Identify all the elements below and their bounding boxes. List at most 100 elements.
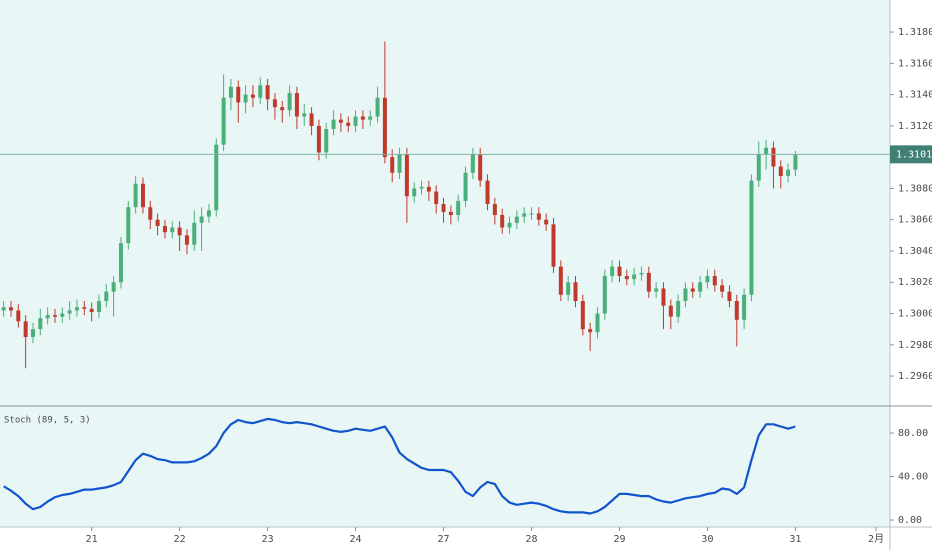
candle-body [419,186,424,189]
candle-body [698,282,703,292]
candle-body [74,307,79,311]
candle-body [639,272,644,275]
candle-body [617,266,622,276]
candle-body [272,99,277,108]
candle-body [30,329,35,337]
candle-body [23,321,28,337]
candle-body [786,169,791,176]
candle-body [624,275,629,280]
x-tick-label: 30 [701,534,713,545]
candle-body [404,154,409,197]
candle-body [646,272,651,292]
candle-body [683,288,688,302]
candle-body [529,213,534,215]
candle-body [764,147,769,155]
indicator-name: Stoch (89, 5, 3) [4,416,91,426]
candle-body [588,329,593,333]
candle-body [214,144,219,211]
candle-body [89,308,94,312]
candle-body [16,310,21,322]
y-tick-label: 1.30800 [898,183,932,194]
candle-body [412,188,417,197]
candle-body [368,116,373,120]
candle-body [1,307,6,311]
candle-body [551,224,556,267]
y-tick-label: 1.29600 [898,371,932,382]
x-tick-label: 28 [525,534,537,545]
candle-body [140,183,145,208]
candle-body [668,305,673,317]
candle-body [470,154,475,173]
candle-body [434,191,439,205]
candle-body [118,243,123,283]
candle-body [727,291,732,302]
candle-body [60,313,65,317]
candle-body [441,204,446,212]
y-tick-label: 1.30600 [898,215,932,226]
candle-body [52,315,57,317]
candle-body [243,94,248,103]
candle-body [8,307,13,311]
x-tick-label: 31 [789,534,801,545]
y-tick-label: 1.30000 [898,309,932,320]
candle-body [221,97,226,145]
candle-body [448,211,453,216]
candle-body [170,227,175,233]
candle-body [602,275,607,314]
candle-body [104,291,109,302]
candle-body [390,157,395,173]
candle-body [690,288,695,292]
candle-body [302,113,307,117]
x-tick-label: 22 [174,534,186,545]
candle-body [155,219,160,226]
candle-body [45,315,50,319]
candle-body [82,307,87,309]
candle-body [595,313,600,333]
candle-body [676,301,681,317]
candle-body [720,285,725,292]
candle-body [309,113,314,126]
y-tick-label: 1.31200 [898,121,932,132]
candle-body [712,275,717,286]
candle-body [463,172,468,201]
candle-body [573,282,578,302]
candle-body [456,200,461,216]
candle-body [778,166,783,176]
candle-body [426,186,431,192]
candle-body [536,213,541,220]
candle-body [67,310,72,314]
y-tick-label: 1.30400 [898,246,932,257]
candle-body [346,122,351,126]
candle-body [353,116,358,126]
x-tick-label: 23 [262,534,274,545]
candle-body [492,204,497,216]
x-tick-label: 2月 [868,533,884,545]
candle-body [522,213,527,217]
candle-body [316,125,321,153]
stoch-line [3,417,796,515]
candle-body [250,94,255,98]
candle-body [126,207,131,244]
candle-body [734,301,739,320]
x-tick-label: 21 [86,534,98,545]
candle-body [96,301,101,312]
x-tick-label: 27 [438,534,450,545]
candle-body [771,147,776,167]
candle-body [544,219,549,225]
candle-body [360,116,365,120]
y-tick-label: 80.00 [898,428,928,439]
candle-body [258,85,263,98]
candle-body [566,282,571,295]
candle-body [705,275,710,283]
candle-body [632,274,637,280]
candle-body [485,180,490,205]
candle-body [375,97,380,117]
candle-body [580,301,585,330]
candle-body [162,225,167,233]
candle-body [206,210,211,217]
candle-body [148,207,153,220]
last-price-badge [890,145,932,164]
candle-body [558,266,563,295]
